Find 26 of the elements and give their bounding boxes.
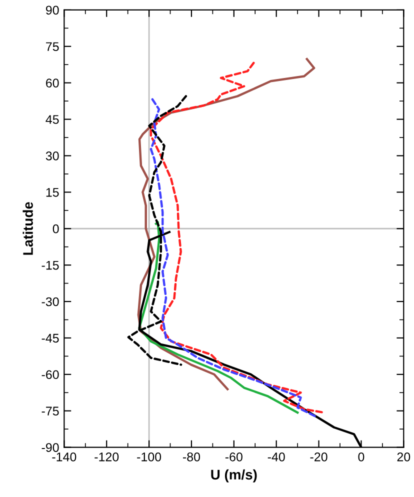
y-tick-label: 75 bbox=[46, 42, 59, 52]
x-axis-title: U (m/s) bbox=[211, 469, 257, 482]
y-tick-label: 60 bbox=[46, 78, 59, 88]
x-tick-label: -40 bbox=[268, 452, 285, 462]
y-axis-title: Latitude bbox=[22, 202, 33, 255]
y-tick-label: -45 bbox=[42, 334, 59, 343]
y-tick-label: 90 bbox=[46, 6, 59, 15]
y-tick-label: 0 bbox=[52, 224, 59, 234]
y-tick-label: -30 bbox=[42, 297, 59, 306]
x-tick-label: -20 bbox=[310, 452, 328, 462]
y-tick-label: -15 bbox=[42, 260, 59, 270]
line-series bbox=[138, 220, 299, 414]
y-tick-label: 30 bbox=[46, 152, 59, 160]
x-tick-label: -100 bbox=[137, 452, 162, 462]
x-tick-label: -120 bbox=[94, 452, 119, 462]
line-series bbox=[137, 58, 316, 390]
y-tick-label: 45 bbox=[46, 115, 59, 124]
x-tick-label: 20 bbox=[397, 452, 410, 462]
y-tick-label: 15 bbox=[46, 188, 59, 197]
y-tick-label: -90 bbox=[42, 443, 59, 452]
x-tick-label: -140 bbox=[52, 452, 76, 462]
x-tick-label: -80 bbox=[182, 452, 200, 462]
x-tick-label: -60 bbox=[225, 452, 242, 462]
x-tick-label: 0 bbox=[358, 452, 364, 462]
y-tick-label: -75 bbox=[42, 406, 59, 416]
y-tick-label: -60 bbox=[42, 370, 59, 380]
